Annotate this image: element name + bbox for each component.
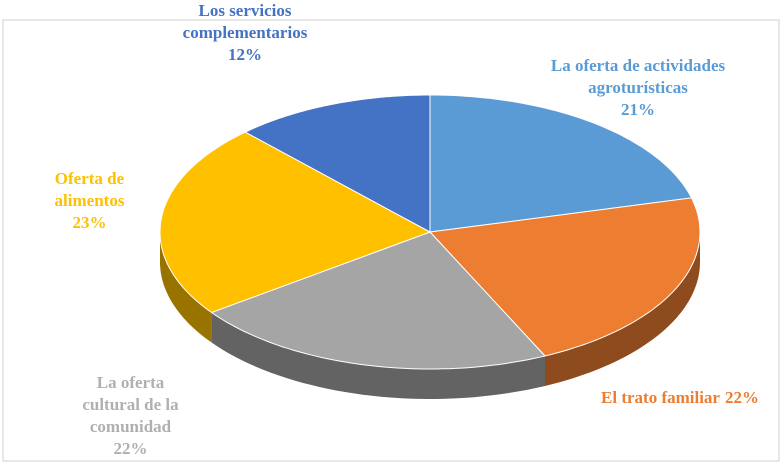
value-label: 22% xyxy=(113,439,148,458)
category-label: La oferta cultural de la comunidad xyxy=(82,373,179,436)
pie-slice xyxy=(429,94,693,233)
slice-side xyxy=(211,312,545,399)
slice-top xyxy=(429,94,693,233)
chart-border xyxy=(2,19,780,462)
category-label: Los servicios complementarios xyxy=(182,1,308,42)
pie-slice xyxy=(428,197,701,386)
category-label: La oferta de actividades agroturísticas xyxy=(550,56,726,97)
pie-slice xyxy=(210,231,546,399)
value-label: 21% xyxy=(621,100,655,119)
value-label: 22% xyxy=(724,388,759,407)
pie-slice xyxy=(244,94,431,233)
slice-top xyxy=(159,131,432,314)
slice-top xyxy=(244,94,431,233)
data-label: La oferta de actividades agroturísticas 2… xyxy=(523,55,753,121)
data-label: Oferta de alimentos 23% xyxy=(42,168,137,234)
slice-top xyxy=(210,231,546,370)
value-label: 23% xyxy=(72,213,107,232)
slice-side xyxy=(160,232,212,343)
data-label: El trato familiar 22% xyxy=(578,387,782,409)
slice-top xyxy=(428,197,701,357)
category-label: El trato familiar xyxy=(601,388,720,407)
data-label: Los servicios complementarios 12% xyxy=(170,0,320,66)
data-label: La oferta cultural de la comunidad 22% xyxy=(68,372,193,460)
value-label: 12% xyxy=(228,45,262,64)
category-label: Oferta de alimentos xyxy=(54,169,125,210)
pie-slice xyxy=(159,131,432,343)
slice-side xyxy=(545,232,700,386)
